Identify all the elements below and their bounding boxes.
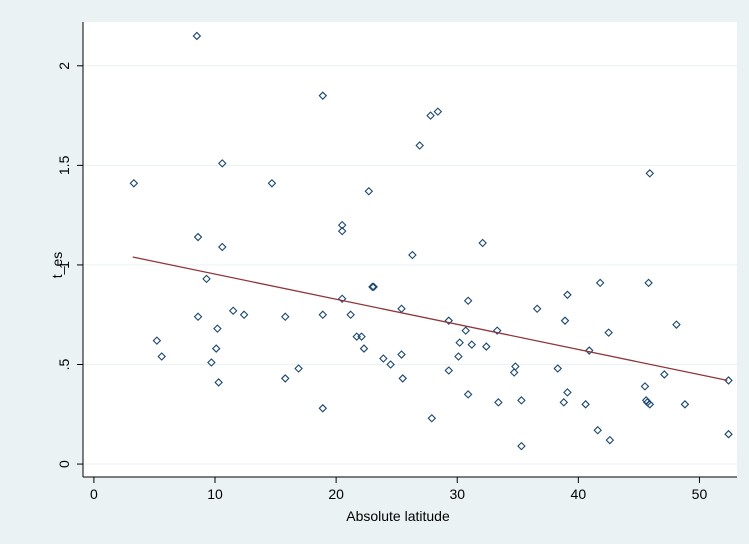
point xyxy=(318,91,328,100)
point xyxy=(152,336,162,345)
point xyxy=(532,304,542,314)
point xyxy=(444,316,454,325)
point xyxy=(337,294,347,304)
point xyxy=(478,238,487,248)
point xyxy=(267,179,277,188)
point xyxy=(724,376,733,385)
x-tick-label: 10 xyxy=(207,486,223,502)
point xyxy=(415,141,424,150)
point xyxy=(129,179,139,188)
point xyxy=(563,290,572,300)
x-tick-label: 30 xyxy=(449,486,465,502)
point xyxy=(482,342,491,351)
point xyxy=(318,404,328,413)
point xyxy=(444,366,454,375)
point xyxy=(379,354,388,363)
point xyxy=(193,312,203,321)
point xyxy=(426,111,435,120)
point xyxy=(644,278,653,288)
point xyxy=(605,435,615,445)
point xyxy=(337,220,347,230)
y-tick-label: 1.5 xyxy=(56,155,72,175)
point xyxy=(509,368,519,377)
point xyxy=(454,352,463,361)
y-tick-label: .5 xyxy=(56,358,72,370)
point xyxy=(192,31,202,41)
point xyxy=(563,388,572,397)
point xyxy=(645,400,655,409)
point xyxy=(218,242,227,252)
point xyxy=(239,310,249,319)
point xyxy=(157,352,166,361)
plot-area xyxy=(83,22,737,477)
point xyxy=(593,425,602,435)
point xyxy=(211,344,221,353)
point xyxy=(294,364,303,373)
point xyxy=(386,360,395,369)
x-axis-title: Absolute latitude xyxy=(346,508,450,524)
point xyxy=(398,374,408,383)
point xyxy=(660,370,669,379)
point xyxy=(517,396,526,405)
point xyxy=(202,274,211,284)
point xyxy=(357,332,366,341)
point xyxy=(463,390,473,399)
point xyxy=(724,429,733,439)
point xyxy=(193,232,203,242)
point xyxy=(559,398,569,407)
point xyxy=(584,346,594,355)
point xyxy=(280,374,290,383)
point xyxy=(553,364,563,373)
y-tick-label: 2 xyxy=(56,62,72,70)
point xyxy=(604,328,613,337)
y-tick-label: 0 xyxy=(56,460,72,468)
point xyxy=(672,320,681,329)
point xyxy=(318,310,328,319)
point xyxy=(517,441,526,451)
point xyxy=(645,169,655,178)
point xyxy=(560,316,570,325)
point xyxy=(368,282,377,292)
point xyxy=(461,326,470,335)
x-tick-label: 40 xyxy=(571,486,587,502)
x-tick-label: 50 xyxy=(692,486,708,502)
point xyxy=(455,338,464,347)
point xyxy=(595,278,605,288)
point xyxy=(494,398,503,407)
point xyxy=(213,324,222,333)
point xyxy=(214,378,223,387)
point xyxy=(397,350,406,359)
point xyxy=(408,250,417,260)
point xyxy=(492,326,502,335)
point xyxy=(427,413,437,423)
point xyxy=(359,344,369,353)
y-tick-label: 1 xyxy=(56,261,72,269)
point xyxy=(364,186,374,196)
y-axis-title: t_es xyxy=(49,252,65,278)
x-tick-label: 20 xyxy=(328,486,344,502)
fit-line xyxy=(132,256,728,382)
point xyxy=(207,358,216,367)
point xyxy=(369,282,378,292)
x-tick-label: 0 xyxy=(90,486,98,502)
point xyxy=(218,159,227,168)
point xyxy=(640,382,650,391)
point xyxy=(463,296,473,306)
point xyxy=(467,340,477,349)
point xyxy=(433,107,443,116)
point xyxy=(346,310,355,319)
point xyxy=(280,312,290,321)
point xyxy=(581,400,590,409)
point xyxy=(337,226,347,236)
point xyxy=(228,306,238,316)
point xyxy=(680,400,690,409)
